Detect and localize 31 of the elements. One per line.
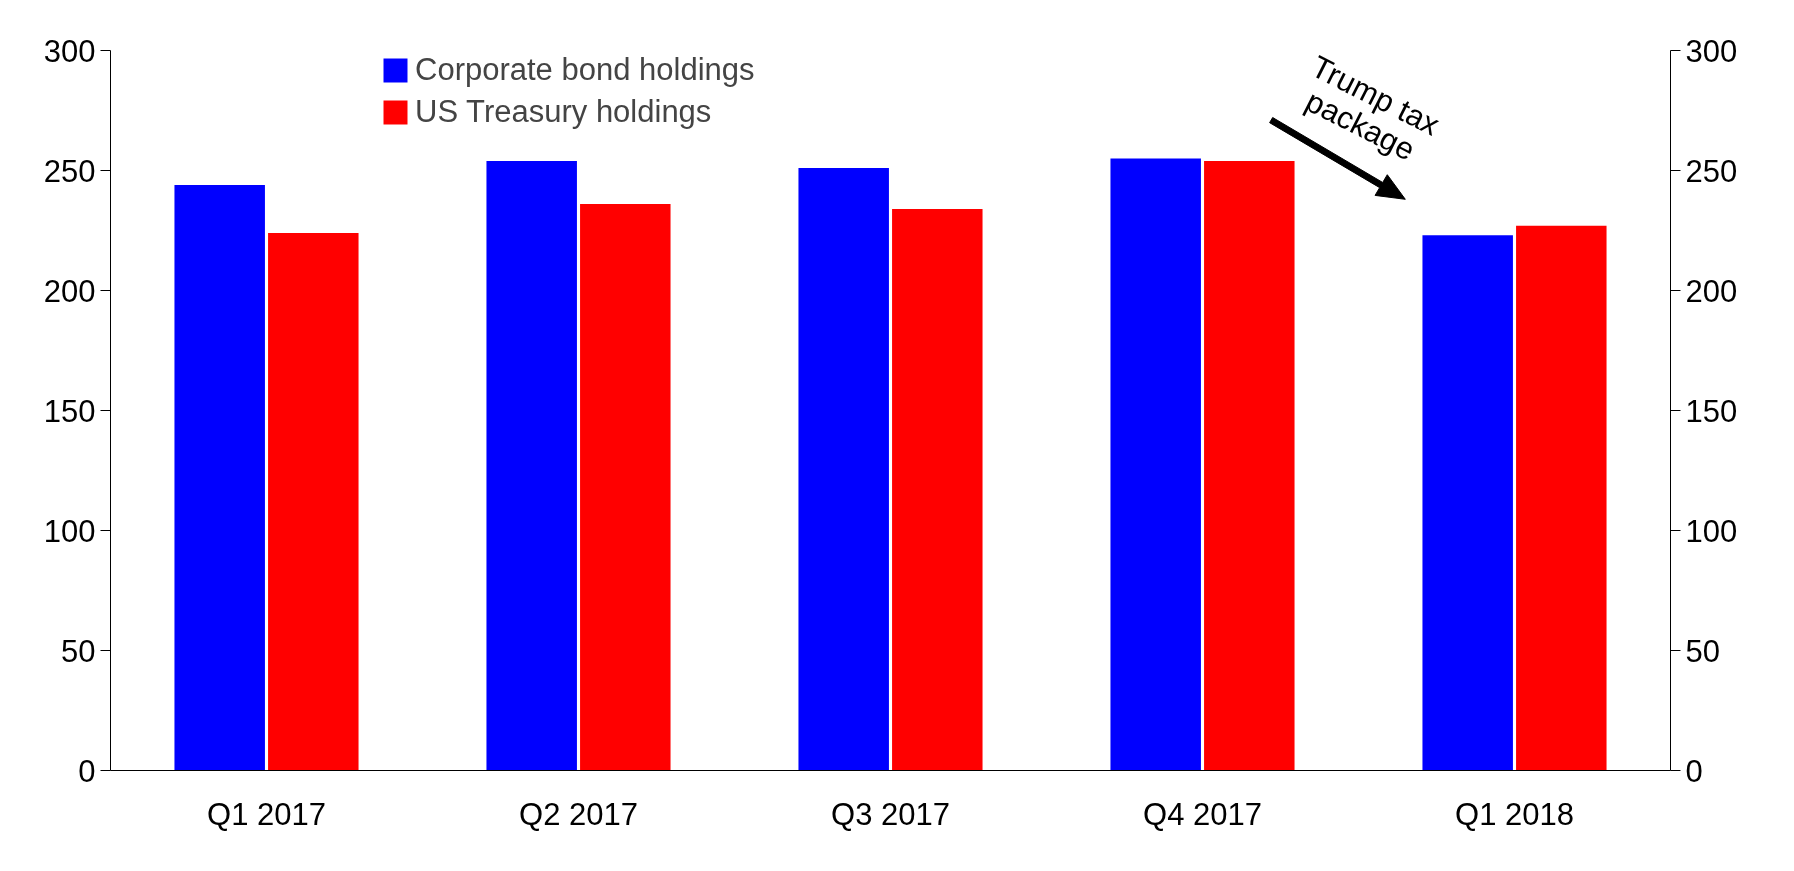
x-tick-label: Q4 2017	[1143, 796, 1262, 832]
y-tick-label: 200	[43, 273, 96, 309]
y-tick-label: 0	[78, 753, 96, 789]
x-tick-label: Q1 2018	[1455, 796, 1574, 832]
y-tick-label: 50	[61, 633, 96, 669]
bar	[892, 208, 983, 771]
bar	[174, 184, 265, 771]
y2-tick-label: 100	[1685, 513, 1738, 549]
y-tick-label: 150	[43, 393, 96, 429]
y2-tick-label: 250	[1685, 153, 1738, 189]
x-tick-label: Q3 2017	[831, 796, 950, 832]
legend-label: Corporate bond holdings	[415, 52, 755, 88]
bar	[798, 168, 889, 771]
y2-tick-label: 300	[1685, 33, 1738, 69]
bar	[1422, 235, 1513, 771]
bar	[580, 204, 671, 771]
y2-tick-label: 0	[1685, 753, 1703, 789]
y-tick-label: 100	[43, 513, 96, 549]
bar	[1516, 225, 1607, 771]
y2-tick-label: 200	[1685, 273, 1738, 309]
y-tick-label: 300	[43, 33, 96, 69]
bar	[486, 160, 577, 771]
bar	[1204, 160, 1295, 771]
y-tick-label: 250	[43, 153, 96, 189]
legend-label: US Treasury holdings	[415, 94, 712, 130]
y2-tick-label: 150	[1685, 393, 1738, 429]
x-tick-label: Q2 2017	[519, 796, 638, 832]
y2-tick-label: 50	[1685, 633, 1720, 669]
bar	[1110, 158, 1201, 771]
x-tick-label: Q1 2017	[207, 796, 326, 832]
bar	[268, 232, 359, 771]
